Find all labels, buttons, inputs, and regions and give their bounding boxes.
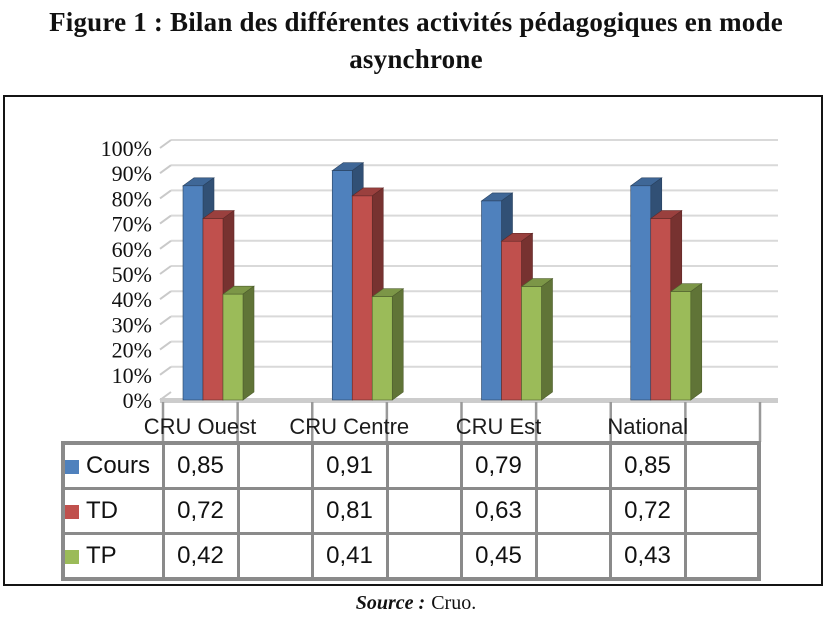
empty-cell bbox=[683, 487, 761, 535]
legend-cell-tp: TP bbox=[61, 532, 165, 581]
gridline-diagonal bbox=[159, 139, 172, 149]
bar-Cours-CRU Est bbox=[481, 200, 502, 401]
value-tp-cru-centre: 0,41 bbox=[310, 532, 389, 581]
y-axis-tick-label: 0% bbox=[123, 388, 152, 413]
y-axis-tick-label: 20% bbox=[112, 338, 152, 363]
table-row-tp: TP 0,42 0,41 0,45 0,43 bbox=[61, 532, 761, 581]
y-axis-tick-label: 80% bbox=[112, 186, 152, 211]
value-tp-national: 0,43 bbox=[608, 532, 687, 581]
bar-side-TP-CRU Est bbox=[541, 278, 553, 401]
gridline-diagonal bbox=[159, 189, 172, 200]
y-axis-tick-label: 50% bbox=[112, 262, 152, 287]
chart-floor bbox=[160, 398, 778, 403]
legend-label-td: TD bbox=[86, 497, 118, 524]
value-cours-cru-est: 0,79 bbox=[459, 441, 538, 490]
table-row-td: TD 0,72 0,81 0,63 0,72 bbox=[61, 487, 761, 535]
source-note: Source : Cruo. bbox=[0, 592, 832, 615]
value-tp-cru-ouest: 0,42 bbox=[161, 532, 240, 581]
y-axis-tick-label: 90% bbox=[112, 161, 152, 186]
value-cours-national: 0,85 bbox=[608, 441, 687, 490]
empty-cell bbox=[683, 532, 761, 581]
gridline-diagonal bbox=[159, 340, 172, 351]
empty-cell bbox=[236, 487, 314, 535]
table-row-cours: Cours 0,85 0,91 0,79 0,85 bbox=[61, 441, 761, 490]
empty-cell bbox=[534, 487, 612, 535]
value-cours-cru-ouest: 0,85 bbox=[161, 441, 240, 490]
legend-label-cours: Cours bbox=[86, 452, 151, 479]
value-td-national: 0,72 bbox=[608, 487, 687, 535]
bar-side-TP-National bbox=[690, 283, 703, 401]
empty-cell bbox=[385, 532, 463, 581]
value-cours-cru-centre: 0,91 bbox=[310, 441, 389, 490]
bar-TD-CRU Ouest bbox=[202, 218, 224, 401]
bar-side-TP-CRU Ouest bbox=[242, 285, 255, 401]
figure-title-line2: asynchrone bbox=[349, 44, 483, 74]
empty-cell bbox=[385, 487, 463, 535]
legend-swatch-td bbox=[66, 505, 79, 519]
gridline-diagonal bbox=[159, 265, 172, 275]
bar-Cours-National bbox=[630, 185, 652, 401]
gridline-diagonal bbox=[159, 315, 172, 326]
bar-TP-CRU Est bbox=[521, 286, 542, 401]
y-axis-tick-label: 60% bbox=[112, 237, 152, 262]
bar-TP-CRU Centre bbox=[371, 296, 393, 401]
value-tp-cru-est: 0,45 bbox=[459, 532, 538, 581]
figure-title: Figure 1 : Bilan des différentes activit… bbox=[0, 4, 832, 78]
bar-Cours-CRU Centre bbox=[331, 170, 353, 401]
value-td-cru-ouest: 0,72 bbox=[161, 487, 240, 535]
category-label-national: National bbox=[607, 414, 689, 439]
gridline-diagonal bbox=[159, 239, 172, 250]
bar-side-TP-CRU Centre bbox=[391, 288, 404, 401]
gridline-diagonal bbox=[159, 214, 172, 225]
bar-Cours-CRU Ouest bbox=[182, 185, 204, 401]
y-axis-tick-label: 10% bbox=[112, 363, 152, 388]
value-td-cru-centre: 0,81 bbox=[310, 487, 389, 535]
y-axis-tick-label: 40% bbox=[112, 287, 152, 312]
empty-cell bbox=[534, 532, 612, 581]
empty-cell bbox=[534, 441, 612, 490]
empty-cell bbox=[236, 532, 314, 581]
bar-TD-CRU Centre bbox=[351, 195, 373, 401]
legend-label-tp: TP bbox=[86, 542, 117, 569]
legend-cell-cours: Cours bbox=[61, 441, 165, 490]
category-label-cru-centre: CRU Centre bbox=[289, 414, 410, 439]
source-value: Cruo. bbox=[431, 592, 477, 614]
empty-cell bbox=[385, 441, 463, 490]
y-axis-tick-label: 70% bbox=[112, 212, 152, 237]
empty-cell bbox=[683, 441, 761, 490]
bar-TP-National bbox=[670, 291, 692, 401]
category-label-cru-est: CRU Est bbox=[455, 414, 542, 439]
gridline-diagonal bbox=[159, 290, 172, 301]
empty-cell bbox=[236, 441, 314, 490]
gridline-diagonal bbox=[159, 365, 172, 376]
value-td-cru-est: 0,63 bbox=[459, 487, 538, 535]
source-label: Source : bbox=[355, 592, 426, 614]
legend-swatch-tp bbox=[66, 550, 79, 564]
data-table: Cours 0,85 0,91 0,79 0,85 TD 0,72 0,81 0,63 0,72 T… bbox=[61, 441, 761, 581]
y-axis-tick-label: 100% bbox=[101, 136, 152, 161]
figure-title-line1: Figure 1 : Bilan des différentes activit… bbox=[49, 7, 783, 37]
category-label-cru-ouest: CRU Ouest bbox=[143, 414, 257, 439]
bar-TD-National bbox=[650, 218, 672, 401]
y-axis-tick-label: 30% bbox=[112, 312, 152, 337]
gridline-diagonal bbox=[159, 391, 172, 401]
bar-TP-CRU Ouest bbox=[222, 293, 244, 401]
bar-TD-CRU Est bbox=[501, 240, 522, 401]
gridline-diagonal bbox=[159, 164, 172, 175]
legend-cell-td: TD bbox=[61, 487, 165, 535]
legend-swatch-cours bbox=[66, 460, 79, 474]
